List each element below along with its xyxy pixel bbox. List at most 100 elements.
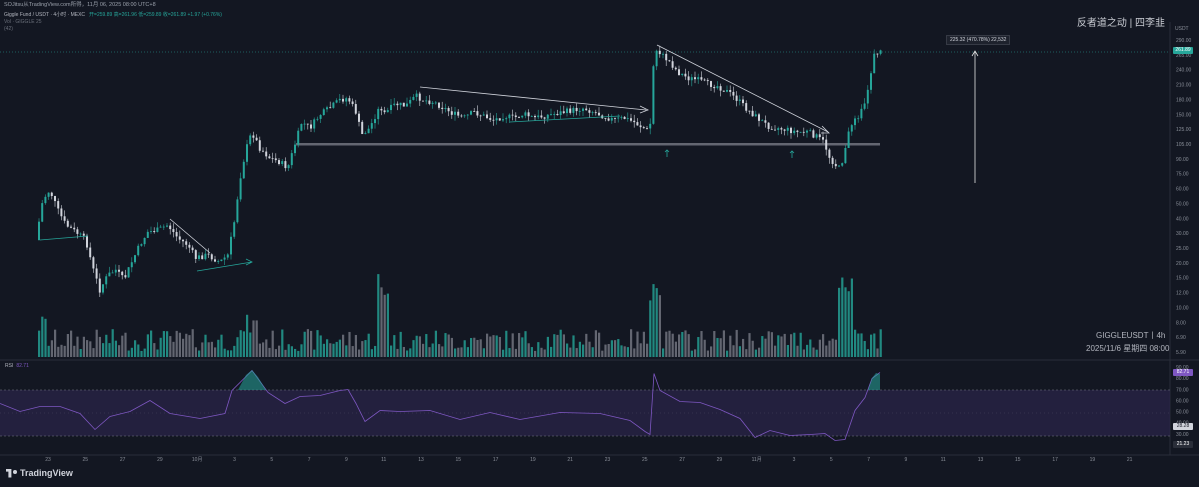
volume-bar [594,330,597,357]
volume-bar [422,343,425,357]
candle-body [854,118,856,126]
tradingview-logo[interactable]: TradingView [6,468,73,478]
candle-body [262,150,264,152]
volume-bar [156,349,159,357]
volume-bar [159,337,162,357]
volume-bar [630,329,633,357]
candle-body [140,244,143,246]
volume-bar [153,343,156,357]
volume-bar [274,349,277,357]
last-price-tag: 261.89 [1173,47,1193,54]
volume-bar [825,345,828,357]
volume-bar [748,333,751,357]
time-tick-label: 3 [233,457,236,463]
candle-body [114,269,117,273]
candle-body [284,161,287,169]
window-title: SOJitsu从TradingView.com所得，11月 06, 2025 0… [4,2,156,8]
price-tick-label: 290.00 [1176,38,1192,44]
volume-bar [793,332,796,357]
time-tick-label: 27 [679,457,685,463]
candle-body [338,98,341,101]
candle-body [530,115,533,117]
volume-bar [217,339,220,357]
trendline-3 [656,44,829,133]
candle-body [92,257,95,269]
candle-body [386,110,389,113]
volume-bar [198,350,201,357]
candle-body [511,114,514,116]
volume-bar [764,338,767,357]
volume-bar [354,334,357,357]
volume-bar [194,347,197,357]
candle-body [598,112,600,116]
volume-bar [754,349,757,357]
volume-bar [287,344,290,357]
candle-body [102,284,104,293]
volume-bar [201,342,204,357]
time-tick-label: 5 [270,457,273,463]
volume-bar [364,340,367,357]
volume-bar [162,331,165,357]
volume-bar [105,334,108,357]
volume-bar [582,344,585,357]
volume-bar [790,334,793,357]
candle-body [870,73,872,90]
trend-drawings[interactable] [169,44,830,254]
volume-bar [246,314,249,357]
volume-bar [719,338,722,357]
candle-body [166,225,168,227]
candle-body [802,131,805,133]
volume-bar [508,348,511,357]
volume-bar [370,349,373,357]
volume-bar [393,335,396,357]
volume-bar [575,348,578,357]
candle-body [278,160,280,165]
candle-body [428,100,431,104]
volume-bar [130,347,133,357]
volume-bar [146,334,149,357]
candle-body [633,120,636,123]
candle-body [111,272,114,274]
candle-body [678,69,680,76]
candle-body [767,122,770,129]
volume-bar [489,336,492,357]
candle-body [790,127,792,134]
price-axis[interactable]: USDT 290.00 265.00 240.00 210.00 180.00 150.00… [1175,26,1192,356]
volume-bar [207,342,210,357]
volume-bar [175,330,178,357]
candle-body [86,235,88,248]
time-axis[interactable]: 23 25 27 29 10月 3 5 7 9 11 13 15 17 19 21 23 25 27 29 11月 3 5… [45,457,1132,463]
candle-body [194,250,197,259]
candle-body [121,271,124,276]
candle-body [380,108,383,111]
volume-bar [134,340,137,357]
volume-bar [268,347,271,357]
volume-bar [876,348,879,357]
candle-body [569,108,572,113]
teal-line-1 [39,235,89,241]
volume-legend[interactable]: Vol · GIGGLE 25 [4,19,42,25]
rsi-legend[interactable]: RSI 82.71 [5,363,29,369]
volume-bar [204,334,207,357]
candle-body [793,130,796,134]
candle-body [866,89,869,104]
candle-body [604,118,607,120]
volume-bar [786,345,789,357]
volume-bar [732,345,735,357]
volume-bar [678,334,681,357]
candle-body [418,93,421,101]
tv-mark-icon [6,468,12,478]
volume-bar [780,336,783,357]
volume-bar [214,347,217,357]
time-tick-label: 19 [530,457,536,463]
price-tick-label: 8.00 [1176,320,1186,326]
symbol-line[interactable]: Giggle Fund / USDT · 4小时 · MEXC [4,12,86,18]
volume-bar [815,349,818,357]
candle-body [470,111,472,115]
measure-arrow[interactable] [971,50,979,183]
candle-body [748,110,751,112]
candle-body [415,93,418,97]
volume-bar [60,344,63,357]
